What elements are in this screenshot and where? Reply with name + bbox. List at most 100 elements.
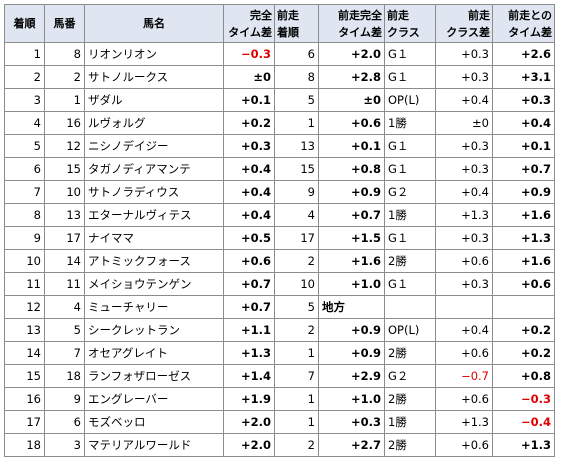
cell-prev-time-diff[interactable]: +1.0 [318, 387, 385, 411]
cell-prev-class[interactable]: 1勝 [384, 111, 436, 135]
cell-prev-time-diff[interactable]: +0.7 [318, 203, 385, 227]
cell-rank[interactable]: 13 [4, 318, 45, 342]
cell-time-change[interactable]: +0.7 [492, 157, 555, 181]
cell-class-diff[interactable]: ±0 [435, 111, 493, 135]
cell-prev-class[interactable]: G１ [384, 226, 436, 250]
header-rank[interactable]: 着順 [4, 4, 45, 43]
cell-rank[interactable]: 4 [4, 111, 45, 135]
cell-prev-class[interactable]: 1勝 [384, 203, 436, 227]
cell-class-diff[interactable]: +1.3 [435, 410, 493, 434]
cell-prev-time-diff[interactable]: +0.9 [318, 318, 385, 342]
cell-class-diff[interactable]: +0.3 [435, 272, 493, 296]
cell-horse-name[interactable]: サトノラディウス [84, 180, 224, 204]
cell-prev-time-diff[interactable]: ±0 [318, 88, 385, 112]
cell-horse-name[interactable]: サトノルークス [84, 65, 224, 89]
cell-prev-rank[interactable]: 15 [274, 157, 319, 181]
cell-time-diff[interactable]: +0.1 [223, 88, 275, 112]
cell-horse-number[interactable]: 9 [44, 387, 85, 411]
cell-time-change[interactable]: +1.6 [492, 249, 555, 273]
cell-rank[interactable]: 2 [4, 65, 45, 89]
cell-prev-rank[interactable]: 17 [274, 226, 319, 250]
cell-horse-name[interactable]: ミューチャリー [84, 295, 224, 319]
cell-rank[interactable]: 12 [4, 295, 45, 319]
cell-class-diff[interactable]: +0.3 [435, 42, 493, 66]
cell-horse-name[interactable]: ランフォザローゼス [84, 364, 224, 388]
cell-prev-class[interactable]: 2勝 [384, 249, 436, 273]
cell-prev-class[interactable] [384, 295, 436, 319]
cell-class-diff[interactable]: +0.4 [435, 180, 493, 204]
cell-rank[interactable]: 11 [4, 272, 45, 296]
cell-rank[interactable]: 9 [4, 226, 45, 250]
cell-class-diff[interactable]: +0.4 [435, 88, 493, 112]
cell-rank[interactable]: 10 [4, 249, 45, 273]
cell-time-diff[interactable]: +0.4 [223, 157, 275, 181]
cell-time-change[interactable]: +0.1 [492, 134, 555, 158]
cell-class-diff[interactable]: −0.7 [435, 364, 493, 388]
cell-horse-number[interactable]: 16 [44, 111, 85, 135]
cell-horse-number[interactable]: 17 [44, 226, 85, 250]
cell-time-change[interactable]: +2.6 [492, 42, 555, 66]
cell-class-diff[interactable]: +0.6 [435, 433, 493, 457]
cell-prev-rank[interactable]: 5 [274, 88, 319, 112]
cell-horse-number[interactable]: 11 [44, 272, 85, 296]
cell-time-change[interactable]: +0.8 [492, 364, 555, 388]
cell-prev-class[interactable]: 2勝 [384, 433, 436, 457]
cell-horse-number[interactable]: 18 [44, 364, 85, 388]
cell-time-diff[interactable]: +2.0 [223, 410, 275, 434]
cell-prev-rank[interactable]: 5 [274, 295, 319, 319]
cell-time-change[interactable]: +1.3 [492, 433, 555, 457]
cell-prev-time-diff[interactable]: +0.1 [318, 134, 385, 158]
cell-time-change[interactable]: +0.6 [492, 272, 555, 296]
cell-prev-class[interactable]: G１ [384, 134, 436, 158]
cell-prev-rank[interactable]: 7 [274, 364, 319, 388]
cell-prev-rank[interactable]: 1 [274, 111, 319, 135]
cell-class-diff[interactable] [435, 295, 493, 319]
cell-class-diff[interactable]: +0.6 [435, 387, 493, 411]
cell-prev-time-diff[interactable]: +1.6 [318, 249, 385, 273]
cell-horse-number[interactable]: 2 [44, 65, 85, 89]
cell-time-change[interactable]: +0.2 [492, 341, 555, 365]
cell-time-diff[interactable]: +0.7 [223, 295, 275, 319]
cell-time-diff[interactable]: +0.6 [223, 249, 275, 273]
cell-horse-name[interactable]: アトミックフォース [84, 249, 224, 273]
cell-class-diff[interactable]: +0.6 [435, 341, 493, 365]
cell-horse-number[interactable]: 1 [44, 88, 85, 112]
cell-horse-number[interactable]: 10 [44, 180, 85, 204]
cell-rank[interactable]: 1 [4, 42, 45, 66]
cell-rank[interactable]: 8 [4, 203, 45, 227]
cell-horse-number[interactable]: 5 [44, 318, 85, 342]
cell-time-change[interactable]: +1.3 [492, 226, 555, 250]
cell-class-diff[interactable]: +0.3 [435, 157, 493, 181]
cell-horse-number[interactable]: 14 [44, 249, 85, 273]
header-prev-class[interactable]: 前走 クラス [384, 4, 436, 43]
cell-prev-rank[interactable]: 2 [274, 318, 319, 342]
cell-prev-rank[interactable]: 10 [274, 272, 319, 296]
cell-class-diff[interactable]: +0.3 [435, 65, 493, 89]
cell-horse-number[interactable]: 4 [44, 295, 85, 319]
cell-rank[interactable]: 6 [4, 157, 45, 181]
cell-time-diff[interactable]: +0.4 [223, 203, 275, 227]
cell-prev-class[interactable]: OP(L) [384, 318, 436, 342]
cell-horse-name[interactable]: モズベッロ [84, 410, 224, 434]
cell-horse-name[interactable]: シークレットラン [84, 318, 224, 342]
cell-horse-name[interactable]: オセアグレイト [84, 341, 224, 365]
cell-prev-time-diff[interactable]: +2.0 [318, 42, 385, 66]
cell-rank[interactable]: 3 [4, 88, 45, 112]
cell-prev-time-diff[interactable]: +1.5 [318, 226, 385, 250]
cell-horse-name[interactable]: エングレーバー [84, 387, 224, 411]
cell-prev-time-diff[interactable]: +0.6 [318, 111, 385, 135]
cell-horse-name[interactable]: ニシノデイジー [84, 134, 224, 158]
cell-prev-class[interactable]: 1勝 [384, 410, 436, 434]
cell-time-change[interactable]: +1.6 [492, 203, 555, 227]
cell-rank[interactable]: 14 [4, 341, 45, 365]
cell-rank[interactable]: 16 [4, 387, 45, 411]
cell-time-diff[interactable]: −0.3 [223, 42, 275, 66]
cell-time-diff[interactable]: +0.7 [223, 272, 275, 296]
cell-prev-time-diff[interactable]: +2.7 [318, 433, 385, 457]
cell-prev-class[interactable]: G１ [384, 272, 436, 296]
cell-time-change[interactable]: +0.4 [492, 111, 555, 135]
header-time-diff[interactable]: 完全 タイム差 [223, 4, 275, 43]
cell-time-change[interactable]: +0.9 [492, 180, 555, 204]
cell-time-change[interactable] [492, 295, 555, 319]
cell-prev-time-diff[interactable]: +0.9 [318, 180, 385, 204]
